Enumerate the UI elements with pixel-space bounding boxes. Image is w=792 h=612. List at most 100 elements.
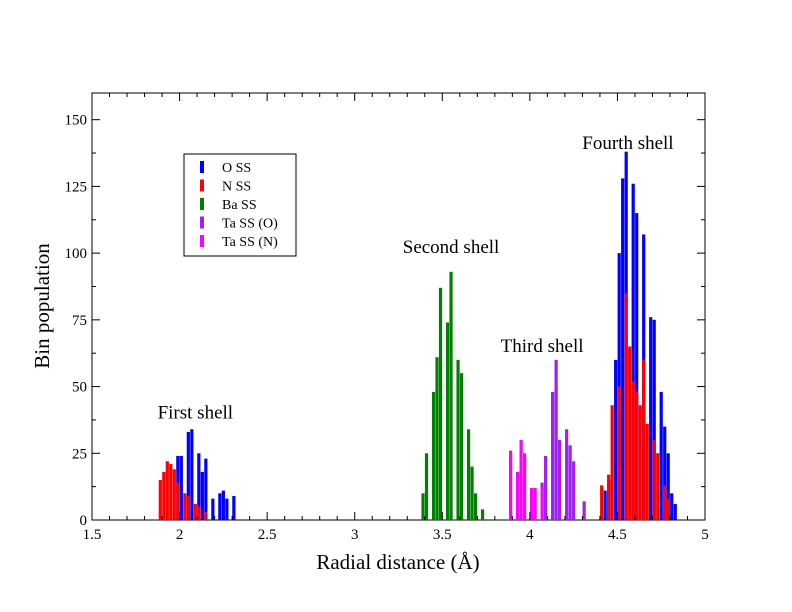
bar-o-ss-6 [204,458,208,520]
bar-o-ss-12 [603,490,607,520]
bar-ba-ss-12 [480,509,485,520]
bar-n-ss-13 [610,405,614,520]
bar-o-ss-25 [666,453,670,520]
bar-ta-ss-o-1 [544,455,548,520]
legend-label: O SS [222,161,251,176]
legend-label: Ta SS (N) [222,235,278,250]
legend-swatch [200,216,204,229]
legend-swatch [200,198,204,210]
bar-ba-ss-0 [421,493,425,520]
bar-o-ss-4 [197,453,201,520]
bar-n-ss-12 [607,474,611,520]
x-tick-label: 3.5 [433,527,452,543]
bar-ta-ss-n-0 [508,450,513,520]
bar-ta-ss-o-8 [582,501,586,520]
bar-n-ss-5 [176,482,180,520]
bar-o-ss-7 [211,498,215,520]
bar-o-ss-27 [673,503,677,520]
bar-n-ss-17 [631,381,635,520]
x-axis-label: Radial distance (Å) [316,550,479,574]
x-tick-label: 4 [526,527,534,543]
bar-n-ss-3 [169,463,173,520]
bar-o-ss-18 [631,183,635,521]
bar-ba-ss-2 [431,391,436,520]
bar-n-ss-18 [635,391,639,520]
bar-o-ss-3 [190,429,194,520]
legend-swatch [200,179,204,192]
bar-n-ss-19 [638,405,642,520]
bar-o-ss-22 [652,319,656,520]
bar-ba-ss-3 [435,357,439,520]
bar-ba-ss-8 [459,373,464,520]
bar-n-ss-10 [204,511,208,520]
bar-n-ss-23 [656,453,660,520]
bar-ta-ss-o-7 [572,461,576,520]
y-tick-label: 0 [80,513,88,529]
bars-group [158,151,677,521]
bar-o-ss-1 [179,455,183,520]
bar-ta-ss-n-2 [519,439,523,520]
bar-ta-ss-o-4 [558,439,562,520]
x-tick-label: 1.5 [83,527,102,543]
bar-ba-ss-9 [466,429,471,520]
bar-n-ss-7 [186,495,190,520]
bar-n-ss-4 [172,469,176,520]
bar-ta-ss-n-1 [516,471,520,520]
bar-n-ss-15 [624,293,628,520]
bar-ba-ss-10 [470,466,474,521]
bar-n-ss-25 [666,498,670,520]
bar-n-ss-1 [162,471,166,520]
x-tick-label: 5 [701,527,709,543]
bar-o-ss-21 [649,317,653,520]
bar-o-ss-14 [614,359,618,521]
y-axis-label: Bin population [30,243,54,369]
bar-ba-ss-6 [449,271,453,520]
bar-ta-ss-n-6 [540,487,544,520]
y-axis-ticks: 0 25 50 75 100 125 150 [65,113,705,529]
bar-n-ss-22 [652,439,656,520]
bar-n-ss-16 [628,346,632,520]
bar-n-ss-6 [183,493,187,520]
bar-n-ss-14 [617,386,621,520]
y-tick-label: 100 [65,246,88,262]
shell-label: First shell [158,403,233,424]
bar-ta-ss-o-6 [568,445,572,520]
bar-o-ss-24 [663,426,667,520]
bar-o-ss-9 [221,490,225,520]
bar-o-ss-16 [621,178,625,520]
shell-label: Second shell [403,237,500,258]
legend-swatch [200,161,204,173]
bar-ba-ss-4 [438,287,443,520]
bar-ba-ss-11 [473,493,478,520]
bar-ba-ss-7 [456,359,460,521]
bar-n-ss-2 [165,461,169,520]
bar-o-ss-11 [232,495,236,520]
legend: O SS N SS Ba SS Ta SS (O) Ta SS (N) [183,153,297,257]
bar-n-ss-24 [663,485,667,520]
bar-n-ss-11 [600,485,604,520]
bar-o-ss-26 [670,493,674,520]
bar-n-ss-21 [645,423,649,520]
bar-o-ss-23 [659,391,663,520]
shell-label: Third shell [501,336,584,357]
y-tick-label: 50 [72,380,87,396]
bar-n-ss-20 [642,359,646,521]
x-tick-label: 2 [176,527,184,543]
bar-ta-ss-o-3 [554,359,558,521]
x-tick-label: 3 [351,527,359,543]
shell-annotations: First shell Second shell Third shell Fourth… [158,133,674,424]
legend-swatch [200,235,204,247]
bar-ta-ss-n-5 [533,487,537,520]
x-axis-ticks: 1.5 2 2.5 3 3.5 4 4.5 5 [83,93,709,543]
bar-o-ss-5 [200,471,204,520]
bar-o-ss-10 [225,498,229,520]
bar-o-ss-8 [218,493,222,520]
bar-ta-ss-n-4 [530,487,534,520]
plot-frame [91,92,706,521]
bar-o-ss-2 [186,431,190,520]
legend-label: Ta SS (O) [222,217,278,232]
x-tick-label: 2.5 [258,527,277,543]
y-tick-label: 75 [72,313,87,329]
shell-label: Fourth shell [582,133,673,154]
